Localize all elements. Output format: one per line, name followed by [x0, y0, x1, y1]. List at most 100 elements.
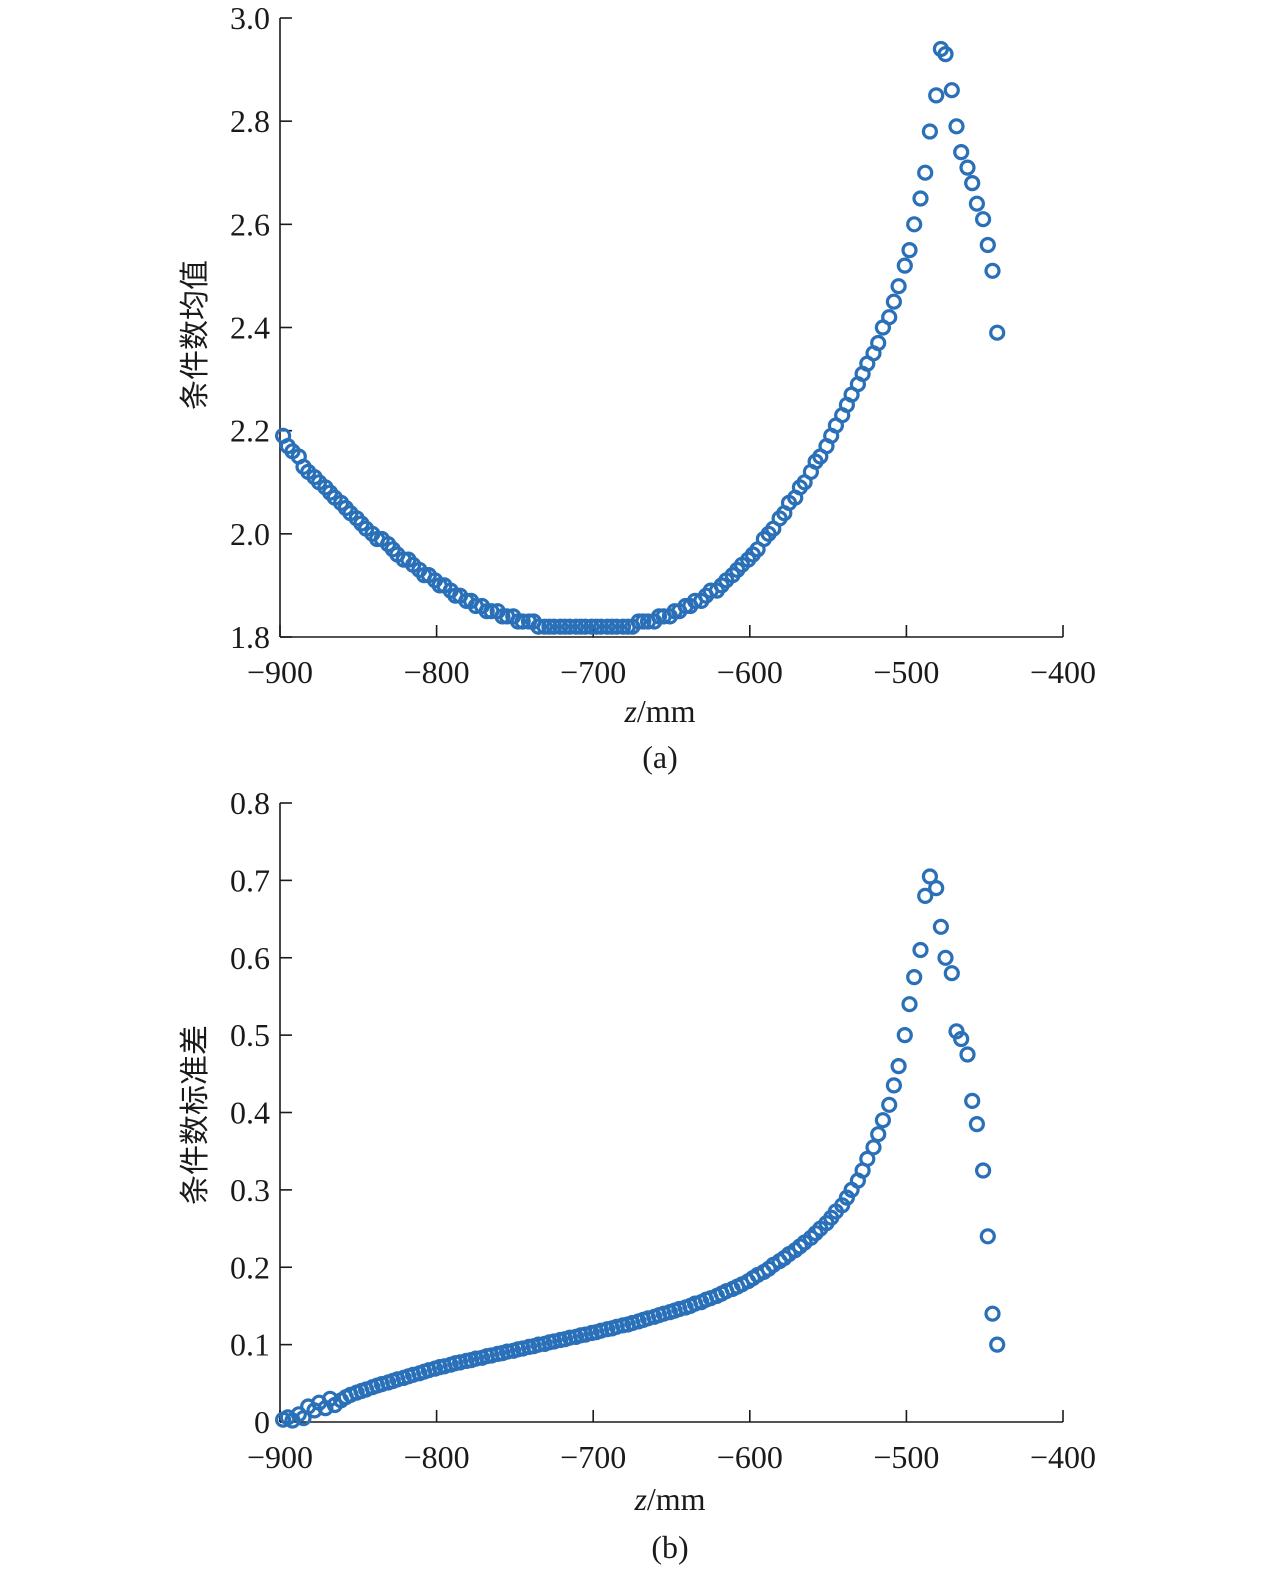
panel-a-x-tick-label: −600 [717, 654, 783, 690]
panel-a-data-point [514, 613, 531, 630]
panel-b-y-tick-label: 0.5 [230, 1017, 270, 1053]
panel-a-data-point [896, 257, 913, 274]
panel-a-data-point [943, 82, 960, 99]
panel-b-y-tick-label: 0.1 [230, 1327, 270, 1363]
panel-b-data-point [979, 1228, 996, 1245]
panel-a: 1.8 2.0 2.2 2.4 2.6 2.8 3.0 −900 −800 −700 −600 −5… [178, 0, 1096, 775]
panel-b-data-point [885, 1077, 903, 1094]
panel-a-data-point [545, 618, 563, 635]
panel-a-data-point [912, 190, 929, 207]
panel-a-y-tick-label: 2.8 [230, 103, 270, 139]
panel-b-data-point [921, 868, 939, 885]
panel-a-data-point [979, 236, 996, 254]
panel-a-y-tick-label: 3.0 [230, 0, 270, 36]
panel-a-data-point [561, 618, 578, 635]
panel-a-y-tick-label: 2.0 [230, 516, 270, 552]
panel-a-data-point [530, 618, 547, 635]
panel-a-x-ticks: −900 −800 −700 −600 −500 −400 [247, 625, 1096, 690]
panel-b: 0 0.1 0.2 0.3 0.4 0.5 0.6 0.7 0.8 −900 −800 −700 −6… [178, 785, 1096, 1565]
panel-b-data-point [874, 1112, 892, 1129]
panel-a-x-tick-label: −800 [404, 654, 470, 690]
panel-a-data-point [984, 262, 1001, 279]
panel-a-x-axis-unit: /mm [637, 693, 696, 729]
panel-a-data-point [953, 144, 970, 161]
panel-b-data-point [917, 887, 934, 905]
panel-b-data-point [870, 1126, 887, 1143]
panel-b-data-point [865, 1139, 882, 1156]
panel-a-x-tick-label: −900 [247, 654, 313, 690]
panel-b-x-tick-label: −400 [1030, 1439, 1096, 1475]
panel-a-data-point [577, 618, 594, 635]
panel-a-data-points [275, 40, 1006, 635]
panel-b-y-tick-label: 0.6 [230, 940, 270, 976]
panel-b-y-tick-label: 0.4 [230, 1095, 270, 1131]
panel-a-x-tick-label: −500 [873, 654, 939, 690]
panel-a-data-point [608, 618, 625, 635]
panel-b-x-axis-var: z [633, 1481, 647, 1517]
panel-b-data-point [953, 1030, 970, 1048]
panel-a-data-point [937, 45, 954, 63]
panel-a-y-ticks: 1.8 2.0 2.2 2.4 2.6 2.8 3.0 [230, 0, 292, 655]
panel-a-data-point [921, 123, 939, 140]
panel-b-y-tick-label: 0.2 [230, 1249, 270, 1285]
panel-b-x-ticks: −900 −800 −700 −600 −500 −400 [247, 1410, 1096, 1475]
panel-b-data-point [959, 1046, 976, 1063]
panel-b-data-point [906, 968, 923, 986]
panel-a-y-tick-label: 2.6 [230, 206, 270, 242]
panel-b-y-tick-label: 0.7 [230, 862, 270, 898]
panel-b-data-point [968, 1115, 986, 1133]
panel-b-data-point [912, 941, 929, 959]
panel-a-data-point [592, 618, 610, 635]
panel-b-data-point [928, 879, 945, 897]
panel-a-x-tick-label: −700 [560, 654, 626, 690]
panel-a-data-point [870, 334, 887, 352]
panel-b-y-axis-title: 条件数标准差 [178, 1025, 213, 1205]
panel-a-data-point [906, 216, 923, 233]
panel-a-x-axis-title: z/mm [623, 693, 695, 729]
panel-a-y-axis-title: 条件数均值 [178, 260, 213, 410]
panel-a-data-point [964, 175, 981, 192]
panel-b-y-ticks: 0 0.1 0.2 0.3 0.4 0.5 0.6 0.7 0.8 [230, 785, 292, 1440]
panel-a-x-axis-var: z [623, 693, 637, 729]
panel-b-data-point [890, 1057, 907, 1075]
panel-a-y-tick-label: 2.4 [230, 310, 270, 346]
panel-b-data-point [989, 1336, 1006, 1353]
panel-b-data-point [974, 1162, 992, 1179]
panel-b-caption: (b) [651, 1529, 688, 1565]
panel-b-data-point [901, 996, 918, 1013]
panel-b-y-tick-label: 0 [254, 1404, 270, 1440]
panel-a-data-point [901, 242, 918, 259]
panel-a-data-point [959, 159, 976, 176]
panel-a-data-point [928, 87, 945, 104]
panel-a-x-tick-label: −400 [1030, 654, 1096, 690]
panel-b-x-tick-label: −600 [717, 1439, 783, 1475]
panel-b-x-axis-title: z/mm [633, 1481, 705, 1517]
panel-b-data-points [275, 868, 1006, 1429]
panel-a-data-point [890, 278, 907, 295]
panel-b-x-tick-label: −900 [247, 1439, 313, 1475]
panel-a-data-point [974, 211, 992, 228]
panel-a-y-tick-label: 1.8 [230, 619, 270, 655]
panel-b-data-point [881, 1096, 898, 1113]
panel-b-data-point [896, 1026, 913, 1044]
panel-b-data-point [964, 1092, 981, 1110]
panel-a-axes: 1.8 2.0 2.2 2.4 2.6 2.8 3.0 −900 −800 −700 −600 −5… [230, 0, 1096, 690]
panel-b-x-tick-label: −500 [873, 1439, 939, 1475]
panel-a-y-tick-label: 2.2 [230, 413, 270, 449]
panel-a-data-point [885, 293, 903, 310]
panel-b-data-point [932, 918, 950, 935]
panel-b-y-tick-label: 0.3 [230, 1172, 270, 1208]
panel-a-caption: (a) [642, 739, 678, 775]
panel-a-data-point [989, 324, 1006, 341]
panel-a-data-point [948, 118, 965, 135]
panel-b-x-tick-label: −800 [404, 1439, 470, 1475]
panel-b-axes: 0 0.1 0.2 0.3 0.4 0.5 0.6 0.7 0.8 −900 −800 −700 −6… [230, 785, 1096, 1475]
panel-a-data-point [917, 164, 934, 181]
panel-b-y-tick-label: 0.8 [230, 785, 270, 821]
panel-b-x-axis-unit: /mm [647, 1481, 706, 1517]
panel-a-data-point [881, 309, 898, 326]
panel-b-data-point [937, 949, 954, 966]
panel-a-data-point [968, 195, 986, 212]
panel-b-data-point [943, 965, 960, 982]
